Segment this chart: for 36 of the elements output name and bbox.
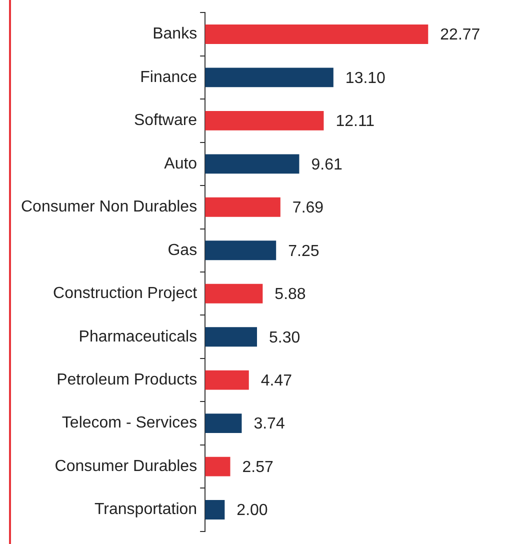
data-label: 5.88 bbox=[274, 286, 306, 304]
data-label: 13.10 bbox=[345, 70, 386, 87]
bar bbox=[205, 24, 428, 44]
data-label: 4.47 bbox=[260, 372, 292, 390]
data-label: 9.61 bbox=[311, 156, 342, 174]
data-label: 22.77 bbox=[440, 26, 480, 44]
bar bbox=[205, 370, 249, 390]
bar bbox=[205, 154, 300, 174]
y-tick-label: Transportation bbox=[94, 501, 198, 518]
y-tick-label: Consumer Durables bbox=[54, 458, 198, 475]
y-tick-label: Gas bbox=[168, 242, 198, 259]
bar bbox=[205, 414, 242, 434]
y-tick-label: Consumer Non Durables bbox=[21, 198, 198, 216]
y-tick-label: Petroleum Products bbox=[56, 371, 198, 388]
data-label: 5.30 bbox=[269, 329, 300, 346]
bar bbox=[205, 327, 257, 347]
y-tick-label: Software bbox=[134, 112, 198, 130]
bar bbox=[205, 197, 280, 217]
data-label: 7.69 bbox=[292, 200, 324, 217]
bar bbox=[205, 68, 334, 88]
bar bbox=[205, 240, 276, 260]
data-label: 7.25 bbox=[288, 242, 320, 260]
data-label: 12.11 bbox=[336, 113, 375, 130]
data-label: 2.00 bbox=[236, 502, 268, 520]
bar bbox=[205, 500, 225, 520]
y-tick-label: Auto bbox=[164, 155, 198, 172]
y-tick-label: Banks bbox=[152, 26, 198, 43]
data-label: 3.74 bbox=[254, 416, 285, 433]
data-label: 2.57 bbox=[242, 458, 274, 476]
y-tick-label: Telecom - Services bbox=[62, 414, 198, 432]
y-tick-label: Finance bbox=[140, 68, 198, 86]
bar bbox=[205, 110, 324, 130]
bar bbox=[205, 456, 230, 476]
bar bbox=[205, 284, 263, 304]
y-tick-label: Pharmaceuticals bbox=[78, 328, 198, 346]
y-tick-label: Construction Project bbox=[53, 285, 198, 302]
